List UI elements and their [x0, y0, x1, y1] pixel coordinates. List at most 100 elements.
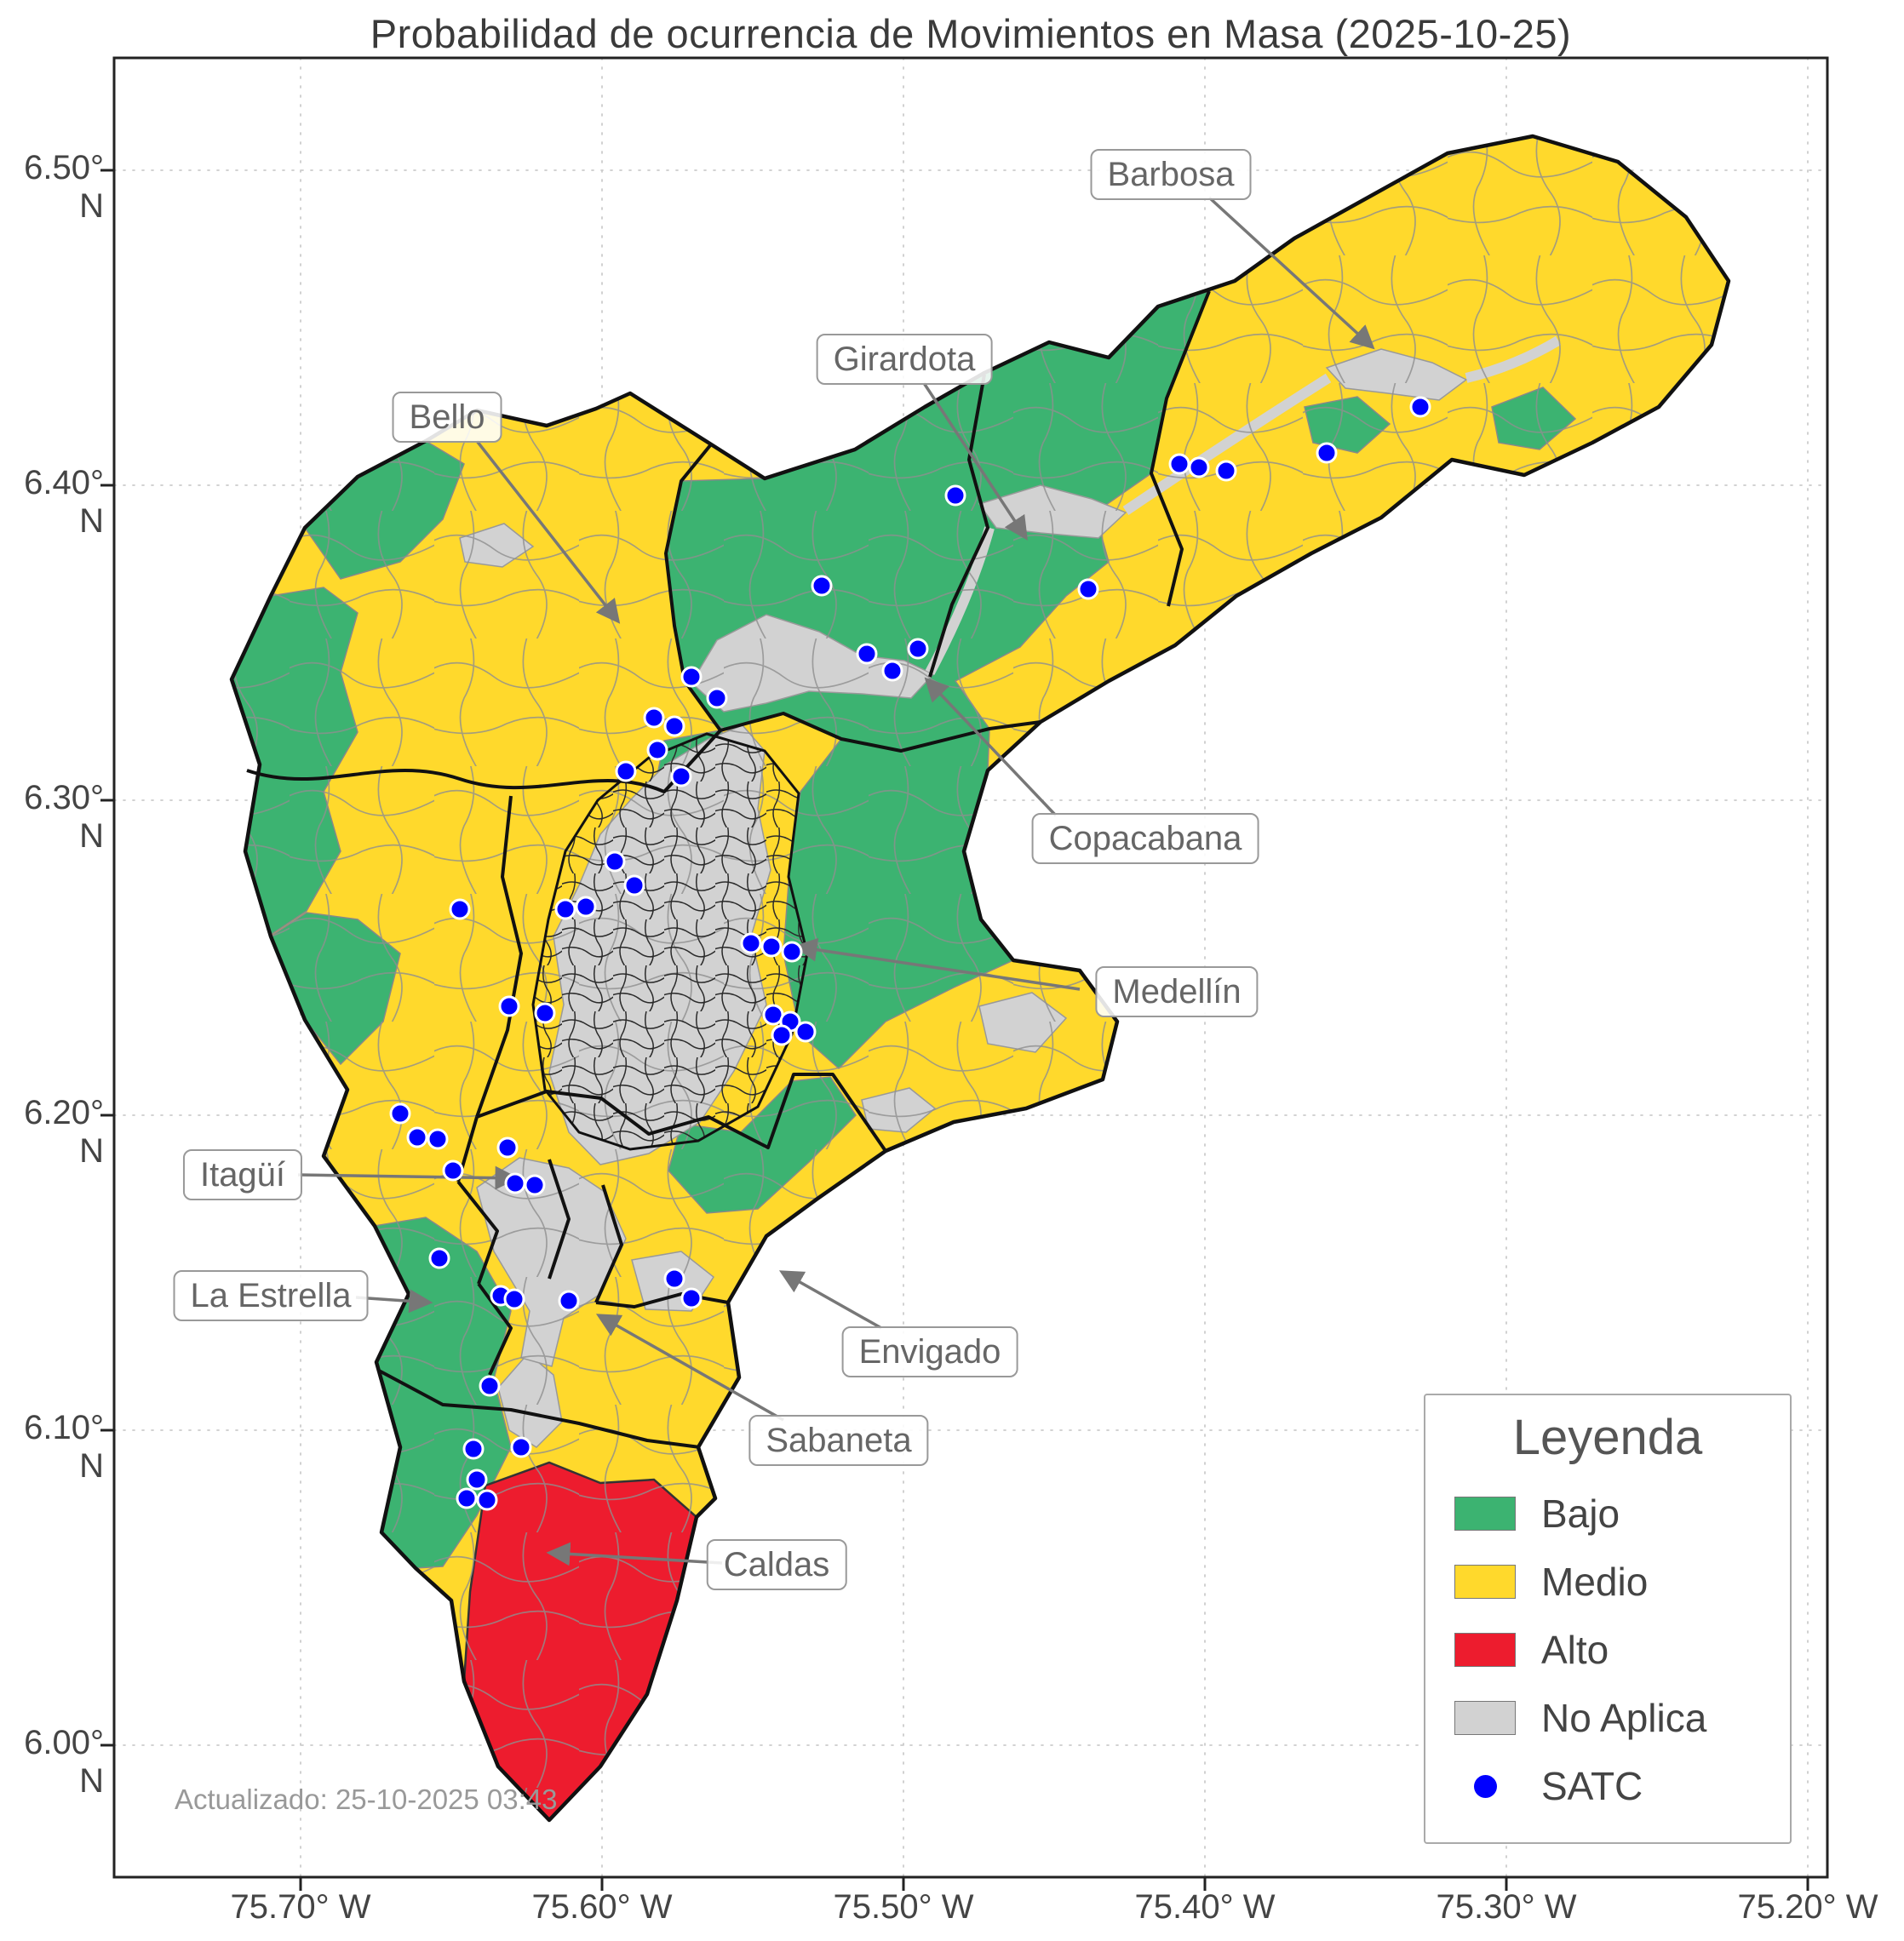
satc-station-dot [1188, 456, 1210, 478]
satc-station-dot [907, 638, 929, 660]
lat-label-600: 6.00° N [24, 1724, 104, 1800]
satc-station-dot [623, 874, 645, 896]
legend-label-bajo: Bajo [1541, 1492, 1620, 1536]
plot-frame [112, 56, 1829, 1879]
arrow-copacabana [924, 677, 1058, 817]
lon-label-7520: 75.20° W [1737, 1888, 1878, 1926]
satc-station-dot [1316, 442, 1338, 464]
legend-swatch-alto [1454, 1633, 1516, 1667]
satc-station-dot [534, 1002, 556, 1024]
arrow-barbosa [1207, 196, 1375, 350]
lon-label-7530: 75.30° W [1436, 1888, 1577, 1926]
arrow-itagui [297, 1165, 519, 1190]
satc-station-dot [456, 1487, 478, 1509]
arrow-girardota [922, 382, 1028, 541]
satc-station-dot [794, 1021, 817, 1043]
lon-label-7560: 75.60° W [531, 1888, 673, 1926]
satc-station-dot [503, 1288, 525, 1310]
legend-row-bajo: Bajo [1425, 1480, 1790, 1548]
urban-mesh-overlay [531, 732, 809, 1151]
legend-swatch-medio [1454, 1565, 1516, 1599]
legend-swatch-bajo [1454, 1497, 1516, 1531]
satc-station-dot [476, 1489, 498, 1511]
callout-sabaneta: Sabaneta [748, 1415, 929, 1466]
arrow-sabaneta [595, 1314, 784, 1422]
legend-title: Leyenda [1512, 1410, 1703, 1465]
legend-label-no-aplica: No Aplica [1541, 1696, 1707, 1740]
legend-row-satc: SATC [1425, 1752, 1790, 1820]
callout-arrows [297, 196, 1375, 1566]
satc-station-dot [680, 1287, 703, 1309]
arrow-envigado [778, 1270, 882, 1330]
satc-station-dot [856, 643, 878, 665]
lat-label-640: 6.40° N [24, 464, 104, 540]
satc-station-dot [462, 1438, 485, 1460]
lat-label-620: 6.20° N [24, 1094, 104, 1170]
legend-swatch-no-aplica [1454, 1701, 1516, 1735]
lon-label-7550: 75.50° W [833, 1888, 974, 1926]
satc-station-dot [670, 765, 692, 787]
arrow-medellin [793, 937, 1081, 991]
callout-caldas: Caldas [706, 1539, 847, 1590]
legend-row-no-aplica: No Aplica [1425, 1684, 1790, 1752]
legend-row-alto: Alto [1425, 1616, 1790, 1684]
satc-station-dot [496, 1137, 519, 1159]
legend-label-medio: Medio [1541, 1560, 1649, 1604]
satc-stations-layer [389, 396, 1431, 1511]
satc-station-dot [881, 660, 903, 682]
satc-station-dot [428, 1247, 450, 1269]
satc-station-dot [1215, 460, 1237, 482]
callout-envigado: Envigado [841, 1326, 1018, 1377]
legend-satc-dot-icon [1473, 1774, 1497, 1798]
satc-station-dot [479, 1375, 501, 1397]
satc-station-dot [449, 898, 471, 920]
lon-label-7540: 75.40° W [1134, 1888, 1276, 1926]
satc-station-dot [781, 941, 803, 963]
satc-station-dot [771, 1024, 793, 1046]
lat-label-650: 6.50° N [24, 149, 104, 225]
legend-row-medio: Medio [1425, 1548, 1790, 1616]
satc-station-dot [510, 1436, 532, 1458]
satc-station-dot [604, 850, 626, 873]
vereda-mesh-overlay [232, 136, 1729, 1820]
satc-station-dot [406, 1126, 428, 1148]
callout-girardota: Girardota [816, 334, 993, 385]
satc-station-dot [643, 707, 665, 729]
updated-timestamp: Actualizado: 25-10-2025 03:43 [175, 1784, 558, 1815]
satc-station-dot [944, 484, 966, 507]
satc-station-dot [504, 1172, 526, 1194]
callout-barbosa: Barbosa [1090, 149, 1252, 200]
satc-station-dot [466, 1469, 488, 1491]
satc-station-dot [1168, 453, 1190, 475]
lon-label-7570: 75.70° W [230, 1888, 371, 1926]
satc-station-dot [706, 687, 728, 709]
satc-station-dot [1409, 396, 1431, 418]
satc-station-dot [442, 1159, 464, 1182]
arrow-caldas [546, 1542, 723, 1566]
legend-label-satc: SATC [1541, 1764, 1643, 1808]
lat-label-630: 6.30° N [24, 779, 104, 855]
satc-station-dot [680, 666, 703, 688]
lat-label-610: 6.10° N [24, 1409, 104, 1485]
satc-station-dot [575, 896, 597, 918]
satc-station-dot [663, 1268, 685, 1290]
satc-station-dot [558, 1290, 580, 1312]
callout-la-estrella: La Estrella [173, 1270, 369, 1321]
satc-station-dot [760, 936, 783, 958]
satc-station-dot [554, 898, 576, 920]
satc-station-dot [663, 715, 685, 737]
satc-station-dot [615, 760, 637, 782]
satc-station-dot [740, 932, 762, 954]
satc-station-dot [811, 575, 833, 597]
legend: Leyenda Bajo Medio Alto No Aplica SATC [1424, 1394, 1792, 1844]
arrow-la-estrella [355, 1289, 433, 1314]
municipal-borders [246, 290, 1211, 1449]
satc-station-dot [1077, 578, 1099, 600]
satc-station-dot [524, 1174, 546, 1196]
callout-copacabana: Copacabana [1031, 813, 1259, 864]
satc-station-dot [498, 995, 520, 1017]
satc-station-dot [646, 739, 668, 761]
page-title: Probabilidad de ocurrencia de Movimiento… [370, 11, 1572, 56]
